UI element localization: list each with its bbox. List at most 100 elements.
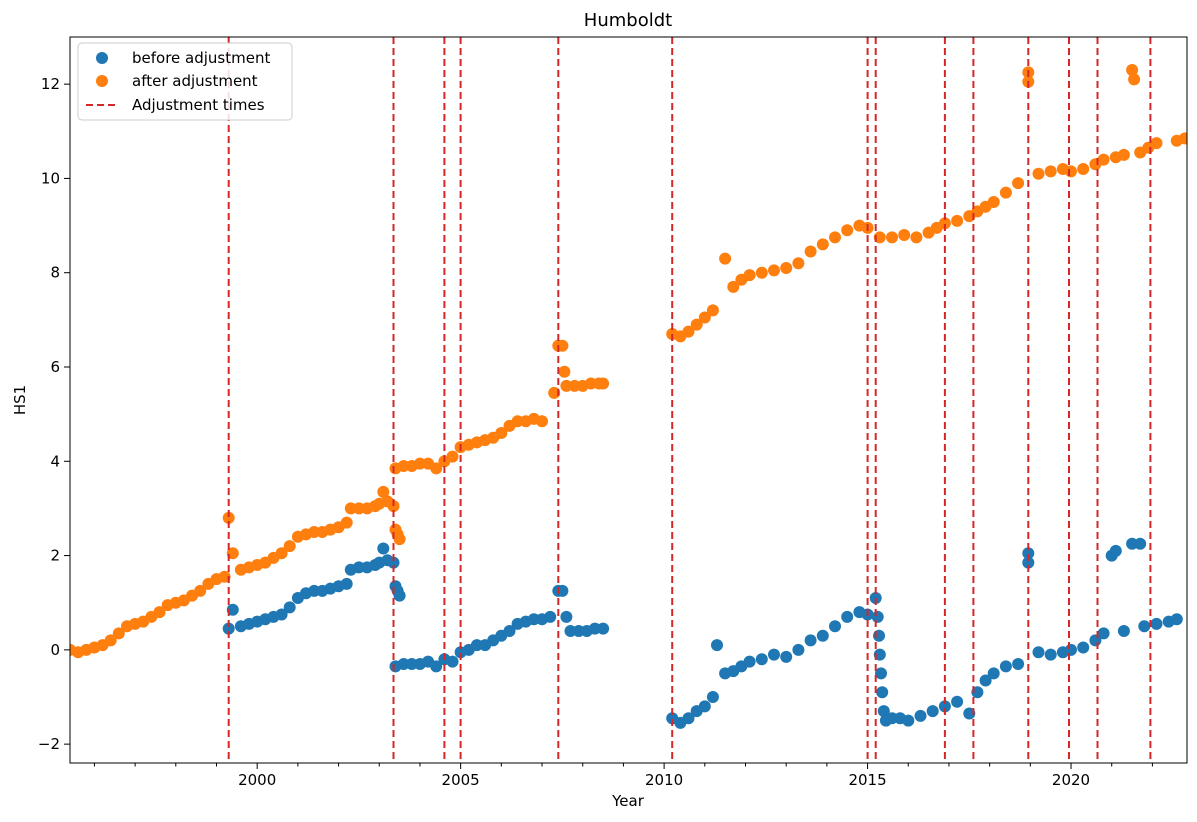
x-tick-label: 2000 (238, 771, 276, 789)
data-point (938, 217, 951, 230)
data-point (1097, 627, 1110, 640)
data-point (951, 214, 964, 227)
data-point (1170, 613, 1183, 626)
data-point (1022, 556, 1035, 569)
data-point (743, 269, 756, 282)
data-point (1065, 643, 1077, 656)
y-tick-label: 4 (50, 452, 60, 470)
x-tick-label: 2005 (442, 771, 480, 789)
plot-content (70, 37, 1187, 763)
data-point (1150, 617, 1163, 630)
data-point (226, 603, 239, 616)
data-point (560, 379, 573, 392)
data-point (727, 280, 740, 293)
data-point (999, 660, 1012, 673)
data-point (698, 311, 711, 324)
data-point (1109, 544, 1122, 557)
series-before-adjustment (222, 537, 1183, 729)
chart-title: Humboldt (584, 10, 672, 31)
data-point (711, 639, 723, 652)
data-point (898, 229, 911, 241)
data-point (548, 386, 561, 399)
data-point (283, 540, 296, 553)
data-point (104, 634, 117, 647)
data-point (914, 709, 927, 722)
data-point (926, 705, 939, 718)
data-point (112, 627, 125, 640)
data-point (275, 608, 288, 621)
data-point (719, 252, 732, 265)
data-point (873, 231, 886, 244)
data-point (951, 695, 964, 708)
data-point (1077, 163, 1090, 175)
data-point (875, 667, 887, 680)
data-point (841, 224, 854, 237)
x-axis: 2000 2005 2010 2015 2020 (93, 763, 1153, 789)
data-point (275, 547, 288, 560)
y-axis: −2 0 2 4 6 8 10 12 (38, 75, 70, 753)
data-point (536, 415, 548, 428)
data-point (352, 502, 365, 515)
data-point (153, 606, 166, 619)
data-point (1032, 167, 1045, 180)
data-point (283, 601, 296, 614)
data-point (999, 186, 1012, 199)
y-tick-label: 6 (50, 358, 60, 376)
data-point (963, 707, 976, 720)
y-tick-label: −2 (38, 735, 60, 753)
data-point (682, 712, 695, 725)
data-point (987, 196, 1000, 208)
data-point (430, 660, 443, 673)
data-point (755, 266, 768, 279)
data-point (446, 450, 459, 463)
y-tick-label: 10 (41, 169, 60, 187)
data-point (804, 634, 817, 647)
data-point (987, 667, 1000, 680)
legend-marker (96, 75, 108, 87)
series-after-adjustment (70, 64, 1187, 659)
data-point (706, 304, 719, 317)
data-point (829, 620, 841, 633)
y-tick-label: 2 (50, 547, 60, 565)
legend-label: after adjustment (132, 72, 258, 90)
data-point (377, 485, 390, 498)
data-point (768, 648, 780, 661)
data-point (430, 462, 443, 475)
legend-marker (96, 52, 108, 64)
data-point (1012, 177, 1025, 190)
data-point (352, 561, 365, 574)
data-point (792, 643, 805, 656)
data-point (222, 622, 235, 635)
data-point (1044, 165, 1057, 178)
data-point (792, 257, 805, 270)
data-point (1117, 625, 1130, 637)
data-point (886, 231, 898, 244)
data-point (556, 584, 569, 597)
data-point (780, 650, 793, 663)
data-point (194, 584, 207, 597)
data-point (816, 238, 829, 251)
data-point (393, 533, 406, 546)
data-point (1032, 646, 1045, 659)
x-tick-label: 2015 (848, 771, 886, 789)
y-axis-label: HS1 (11, 385, 29, 415)
y-tick-label: 12 (41, 75, 60, 93)
data-point (755, 653, 768, 666)
x-axis-label: Year (611, 792, 645, 810)
data-point (340, 516, 353, 529)
x-tick-label: 2020 (1052, 771, 1090, 789)
data-point (387, 556, 400, 569)
x-tick-label: 2010 (645, 771, 683, 789)
data-point (1134, 537, 1147, 550)
data-point (1117, 148, 1130, 161)
data-point (405, 658, 418, 670)
data-point (1044, 648, 1057, 661)
data-point (938, 700, 951, 713)
data-point (560, 610, 573, 623)
data-point (544, 610, 557, 623)
data-point (690, 318, 703, 331)
data-point (226, 547, 239, 560)
data-point (470, 639, 483, 652)
data-point (816, 629, 829, 642)
